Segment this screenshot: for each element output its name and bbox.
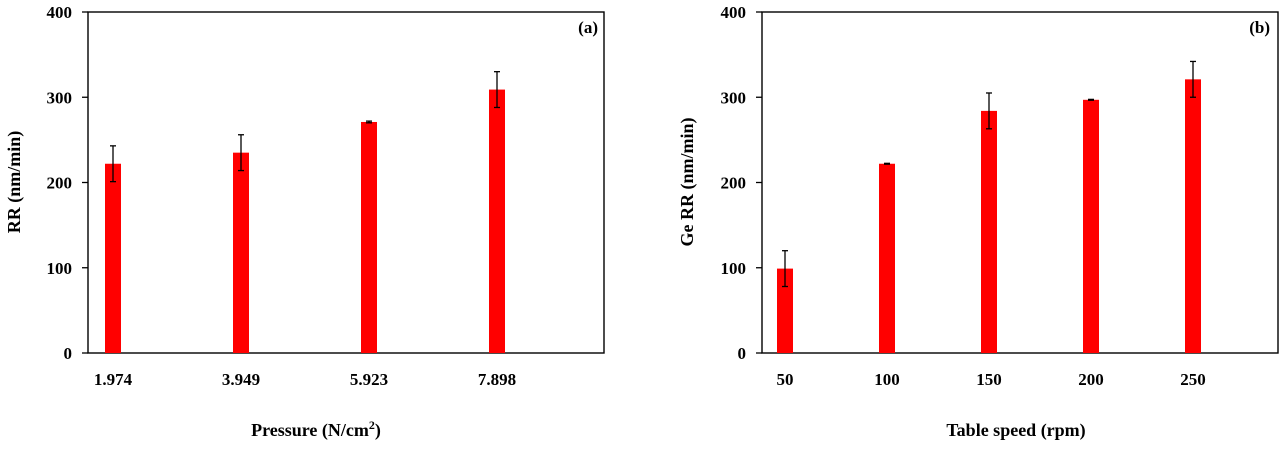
y-tick-label: 300 xyxy=(721,88,747,107)
error-bar xyxy=(494,71,500,109)
x-tick-label: 7.898 xyxy=(478,370,516,389)
bars-a xyxy=(105,89,505,353)
error-bars-b xyxy=(782,60,1196,288)
x-axis-title-a-sup: 2 xyxy=(369,418,375,432)
x-axis-title-a-end: ) xyxy=(375,420,381,441)
x-tick-label: 1.974 xyxy=(94,370,133,389)
plot-area-a xyxy=(87,11,605,354)
x-tick-label: 3.949 xyxy=(222,370,260,389)
y-tick-labels-a: 0 100 200 300 400 xyxy=(47,3,88,363)
y-tick-label: 100 xyxy=(47,259,73,278)
x-tick-label: 250 xyxy=(1180,370,1206,389)
panel-label-b: (b) xyxy=(1249,18,1270,37)
x-axis-title-b: Table speed (rpm) xyxy=(946,420,1085,441)
y-tick-label: 100 xyxy=(721,259,747,278)
bar xyxy=(981,110,997,353)
chart-panel-a: 0 100 200 300 400 1.974 3.949 5.923 7.898 (a) R… xyxy=(4,3,605,441)
bar xyxy=(361,121,377,353)
bar xyxy=(1083,99,1099,354)
error-bar xyxy=(986,92,992,130)
y-tick-label: 400 xyxy=(721,3,747,22)
error-bar xyxy=(238,134,244,172)
y-tick-label: 0 xyxy=(738,344,747,363)
error-bar xyxy=(366,120,372,124)
bar xyxy=(1185,79,1201,353)
error-bar xyxy=(110,145,116,183)
y-axis-title-b: Ge RR (nm/min) xyxy=(677,118,698,247)
panel-label-a: (a) xyxy=(578,18,598,37)
bars-b xyxy=(777,79,1201,354)
y-tick-label: 200 xyxy=(47,174,73,193)
bar xyxy=(879,163,895,353)
error-bar xyxy=(1088,98,1094,101)
x-tick-label: 5.923 xyxy=(350,370,388,389)
error-bar xyxy=(884,162,890,165)
x-tick-label: 150 xyxy=(976,370,1002,389)
bar xyxy=(233,152,249,353)
chart-panel-b: 0 100 200 300 400 50 100 150 200 250 (b) Ge RR (… xyxy=(677,3,1279,441)
y-tick-label: 0 xyxy=(64,344,73,363)
y-tick-labels-b: 0 100 200 300 400 xyxy=(721,3,762,363)
error-bar xyxy=(1190,60,1196,98)
y-tick-label: 400 xyxy=(47,3,73,22)
error-bars-a xyxy=(110,71,500,183)
y-axis-title-a: RR (nm/min) xyxy=(4,131,25,234)
error-bar xyxy=(782,250,788,288)
x-tick-labels-a: 1.974 3.949 5.923 7.898 xyxy=(94,370,516,389)
x-tick-label: 100 xyxy=(874,370,900,389)
bar xyxy=(489,89,505,353)
x-tick-label: 50 xyxy=(777,370,794,389)
x-tick-label: 200 xyxy=(1078,370,1104,389)
bar xyxy=(105,163,121,353)
bar xyxy=(777,268,793,353)
x-axis-title-a: Pressure (N/cm2) xyxy=(251,418,381,441)
x-axis-title-a-main: Pressure (N/cm xyxy=(251,420,369,441)
x-tick-labels-b: 50 100 150 200 250 xyxy=(777,370,1206,389)
y-tick-label: 200 xyxy=(721,174,747,193)
y-tick-label: 300 xyxy=(47,88,73,107)
